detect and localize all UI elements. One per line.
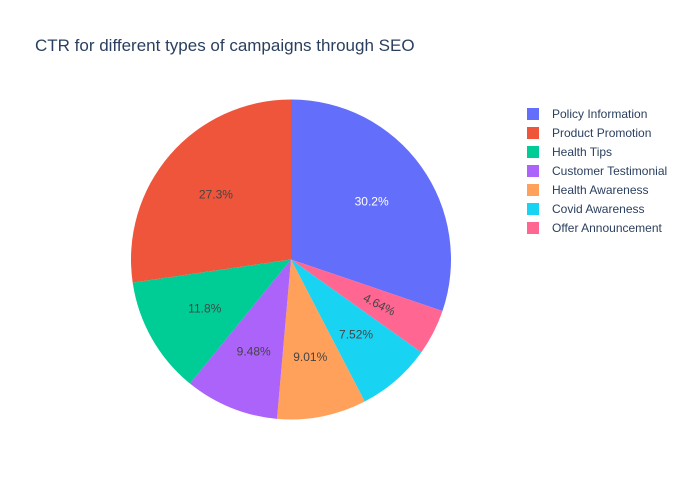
- pie-slices: [131, 99, 451, 420]
- chart-title: CTR for different types of campaigns thr…: [35, 36, 415, 55]
- legend-item[interactable]: Offer Announcement: [527, 221, 663, 235]
- legend-item[interactable]: Health Tips: [527, 145, 612, 159]
- legend-label: Covid Awareness: [552, 202, 645, 216]
- legend-swatch: [527, 184, 539, 196]
- legend-item[interactable]: Customer Testimonial: [527, 164, 667, 178]
- slice-label: 9.01%: [293, 350, 327, 364]
- slice-label: 27.3%: [199, 188, 233, 202]
- pie-slice-policy-information[interactable]: [291, 99, 451, 311]
- slice-label: 30.2%: [355, 195, 389, 209]
- legend-swatch: [527, 165, 539, 177]
- slice-label: 11.8%: [188, 301, 221, 315]
- legend-item[interactable]: Product Promotion: [527, 126, 651, 140]
- legend-label: Customer Testimonial: [552, 164, 667, 178]
- slice-label: 9.48%: [237, 344, 271, 358]
- legend-item[interactable]: Health Awareness: [527, 183, 649, 197]
- slice-label: 7.52%: [339, 327, 373, 341]
- pie-slice-offer-announcement[interactable]: [291, 259, 443, 353]
- legend-label: Offer Announcement: [552, 221, 663, 235]
- legend: Policy Information Product Promotion Healt…: [527, 107, 667, 235]
- legend-swatch: [527, 203, 539, 215]
- pie-slice-covid-awareness[interactable]: [291, 259, 422, 402]
- legend-label: Health Awareness: [552, 183, 649, 197]
- legend-swatch: [527, 108, 539, 120]
- legend-swatch: [527, 222, 539, 234]
- legend-swatch: [527, 127, 539, 139]
- legend-label: Health Tips: [552, 145, 612, 159]
- pie-slice-product-promotion[interactable]: [131, 99, 291, 283]
- legend-item[interactable]: Policy Information: [527, 107, 647, 121]
- legend-item[interactable]: Covid Awareness: [527, 202, 645, 216]
- pie-slice-health-awareness[interactable]: [276, 259, 365, 420]
- legend-swatch: [527, 146, 539, 158]
- pie-slice-customer-testimonial[interactable]: [189, 259, 291, 419]
- pie-slice-health-tips[interactable]: [132, 259, 291, 384]
- legend-label: Policy Information: [552, 107, 647, 121]
- legend-label: Product Promotion: [552, 126, 651, 140]
